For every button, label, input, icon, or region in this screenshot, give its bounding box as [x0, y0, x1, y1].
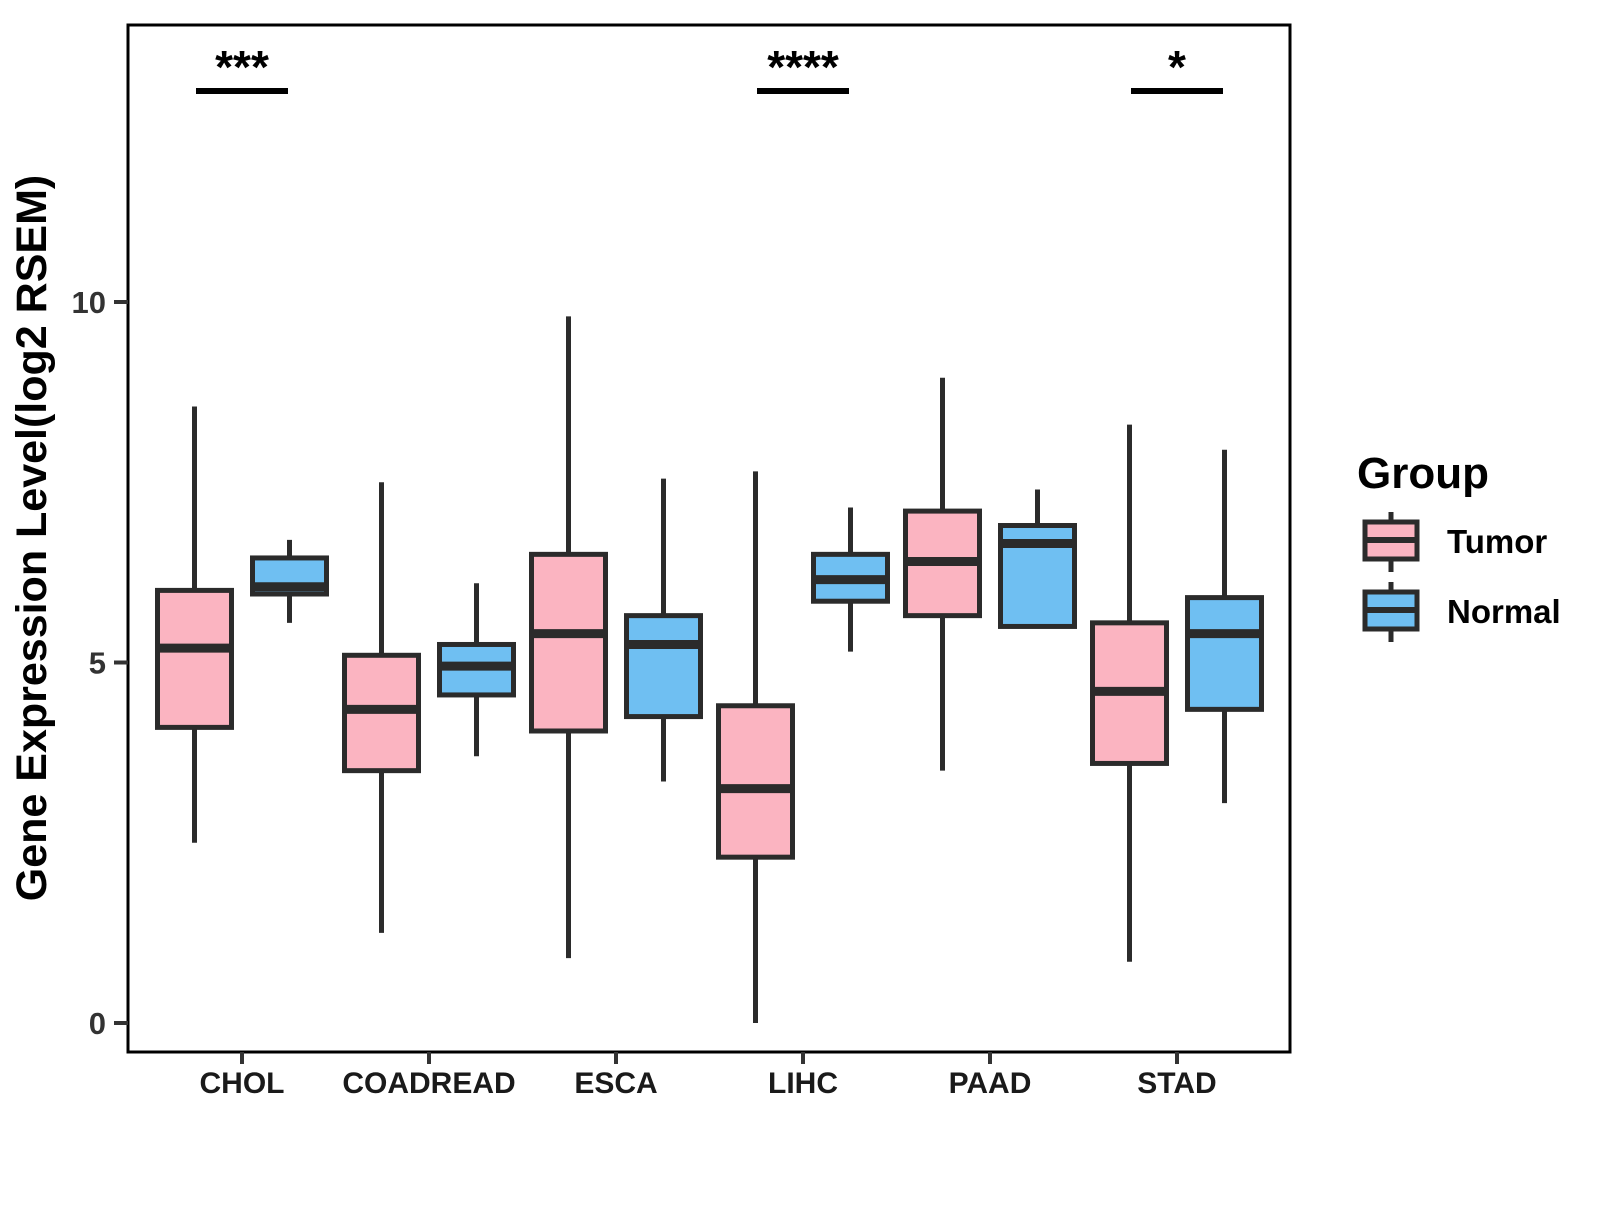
plot-panel-border	[126, 23, 1292, 1054]
iqr-box	[716, 703, 795, 860]
x-category-label: COADREAD	[342, 1067, 515, 1100]
box-normal-paad	[998, 489, 1077, 629]
iqr-box	[624, 613, 703, 720]
iqr-box	[155, 587, 234, 730]
x-category-label: ESCA	[574, 1067, 657, 1100]
legend-item-label: Tumor	[1447, 523, 1547, 560]
legend-item-label: Normal	[1447, 593, 1561, 630]
y-axis-title: Gene Expression Level(log2 RSEM)	[8, 175, 56, 901]
y-tick-label: 5	[89, 646, 106, 681]
box-normal-lihc	[811, 507, 890, 652]
significance-annotations: *** **** *	[196, 41, 1223, 94]
significance-stars-lihc: ****	[767, 41, 839, 93]
y-tick-label: 10	[72, 285, 106, 320]
y-tick-label: 0	[89, 1006, 106, 1041]
box-tumor-coadread	[342, 482, 421, 933]
box-tumor-esca	[529, 316, 608, 959]
box-tumor-lihc	[716, 471, 795, 1023]
significance-stars-chol: ***	[215, 41, 269, 93]
legend-item-tumor: Tumor	[1362, 512, 1547, 572]
box-tumor-paad	[903, 377, 982, 771]
legend-items: Tumor Normal	[1362, 512, 1561, 642]
box-normal-chol	[250, 539, 329, 623]
box-normal-esca	[624, 478, 703, 782]
iqr-box	[1185, 595, 1264, 712]
box-tumor-stad	[1090, 424, 1169, 962]
x-axis-ticks: CHOL COADREAD ESCA LIHC PAAD STAD	[200, 1052, 1217, 1100]
box-normal-coadread	[437, 583, 516, 757]
iqr-box	[529, 551, 608, 734]
box-tumor-chol	[155, 406, 234, 843]
legend-item-normal: Normal	[1362, 582, 1561, 642]
x-category-label: LIHC	[768, 1067, 838, 1100]
significance-stars-stad: *	[1168, 41, 1186, 93]
x-category-label: STAD	[1137, 1067, 1216, 1100]
x-category-label: PAAD	[949, 1067, 1032, 1100]
legend: Group Tumor Normal	[1357, 449, 1561, 642]
x-category-label: CHOL	[200, 1067, 285, 1100]
y-axis-ticks: 0 5 10	[72, 285, 128, 1041]
legend-title: Group	[1357, 449, 1489, 498]
box-normal-stad	[1185, 449, 1264, 804]
boxplot-series	[155, 316, 1264, 1023]
